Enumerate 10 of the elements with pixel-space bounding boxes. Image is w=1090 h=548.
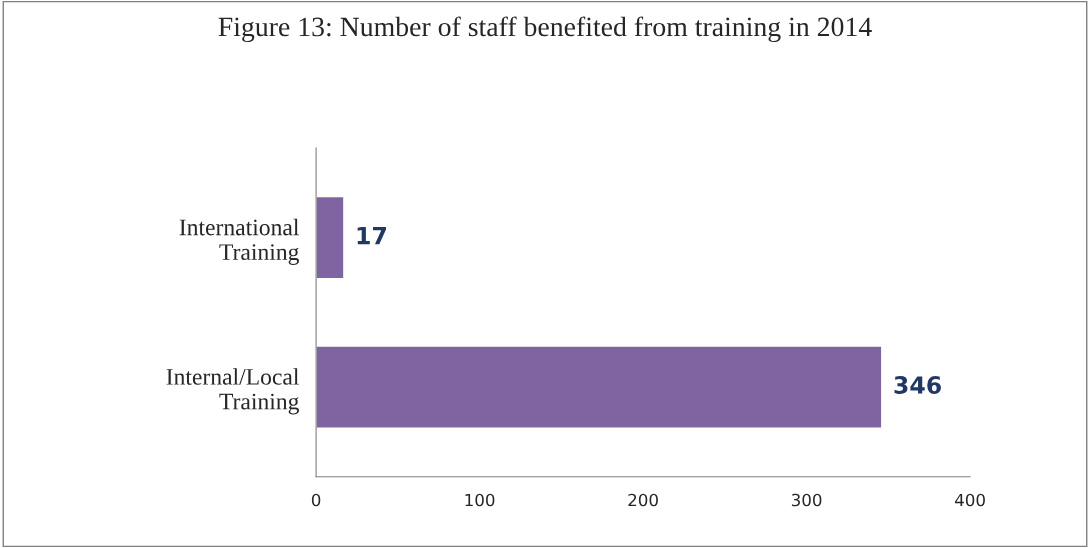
x-tick-label: 0 bbox=[311, 493, 321, 507]
x-tick-label: 100 bbox=[465, 493, 495, 507]
chart-title: Figure 13: Number of staff benefited from training in 2014 bbox=[218, 16, 872, 42]
x-tick-label: 400 bbox=[955, 493, 985, 507]
data-label: 17 bbox=[357, 226, 386, 245]
y-tick-label: Internal/Local Training bbox=[166, 368, 299, 415]
data-label: 346 bbox=[894, 376, 941, 394]
x-tick-label: 300 bbox=[791, 493, 822, 507]
x-tick-label: 200 bbox=[628, 493, 658, 507]
y-tick-label: International Training bbox=[179, 218, 299, 265]
